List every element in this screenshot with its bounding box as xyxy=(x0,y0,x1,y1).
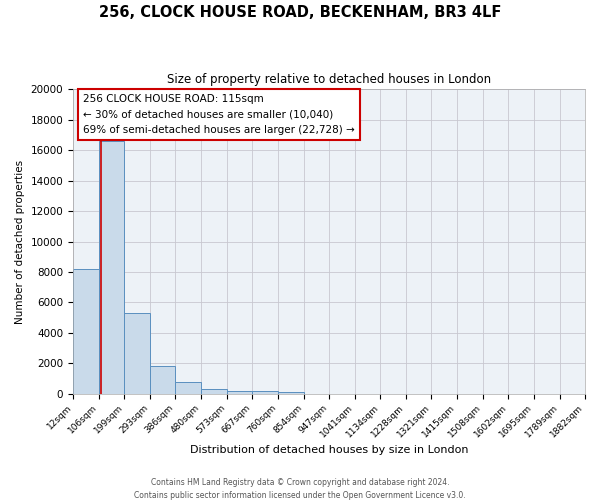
Bar xyxy=(227,390,253,394)
Bar xyxy=(201,389,227,394)
Text: 256, CLOCK HOUSE ROAD, BECKENHAM, BR3 4LF: 256, CLOCK HOUSE ROAD, BECKENHAM, BR3 4L… xyxy=(99,5,501,20)
Bar xyxy=(99,141,124,394)
Title: Size of property relative to detached houses in London: Size of property relative to detached ho… xyxy=(167,72,491,86)
Bar xyxy=(124,313,150,394)
Bar xyxy=(278,392,304,394)
Text: 256 CLOCK HOUSE ROAD: 115sqm
← 30% of detached houses are smaller (10,040)
69% o: 256 CLOCK HOUSE ROAD: 115sqm ← 30% of de… xyxy=(83,94,355,135)
Bar xyxy=(73,269,99,394)
Bar xyxy=(253,392,278,394)
Text: Contains HM Land Registry data © Crown copyright and database right 2024.
Contai: Contains HM Land Registry data © Crown c… xyxy=(134,478,466,500)
X-axis label: Distribution of detached houses by size in London: Distribution of detached houses by size … xyxy=(190,445,468,455)
Bar xyxy=(150,366,175,394)
Y-axis label: Number of detached properties: Number of detached properties xyxy=(15,160,25,324)
Bar xyxy=(175,382,201,394)
